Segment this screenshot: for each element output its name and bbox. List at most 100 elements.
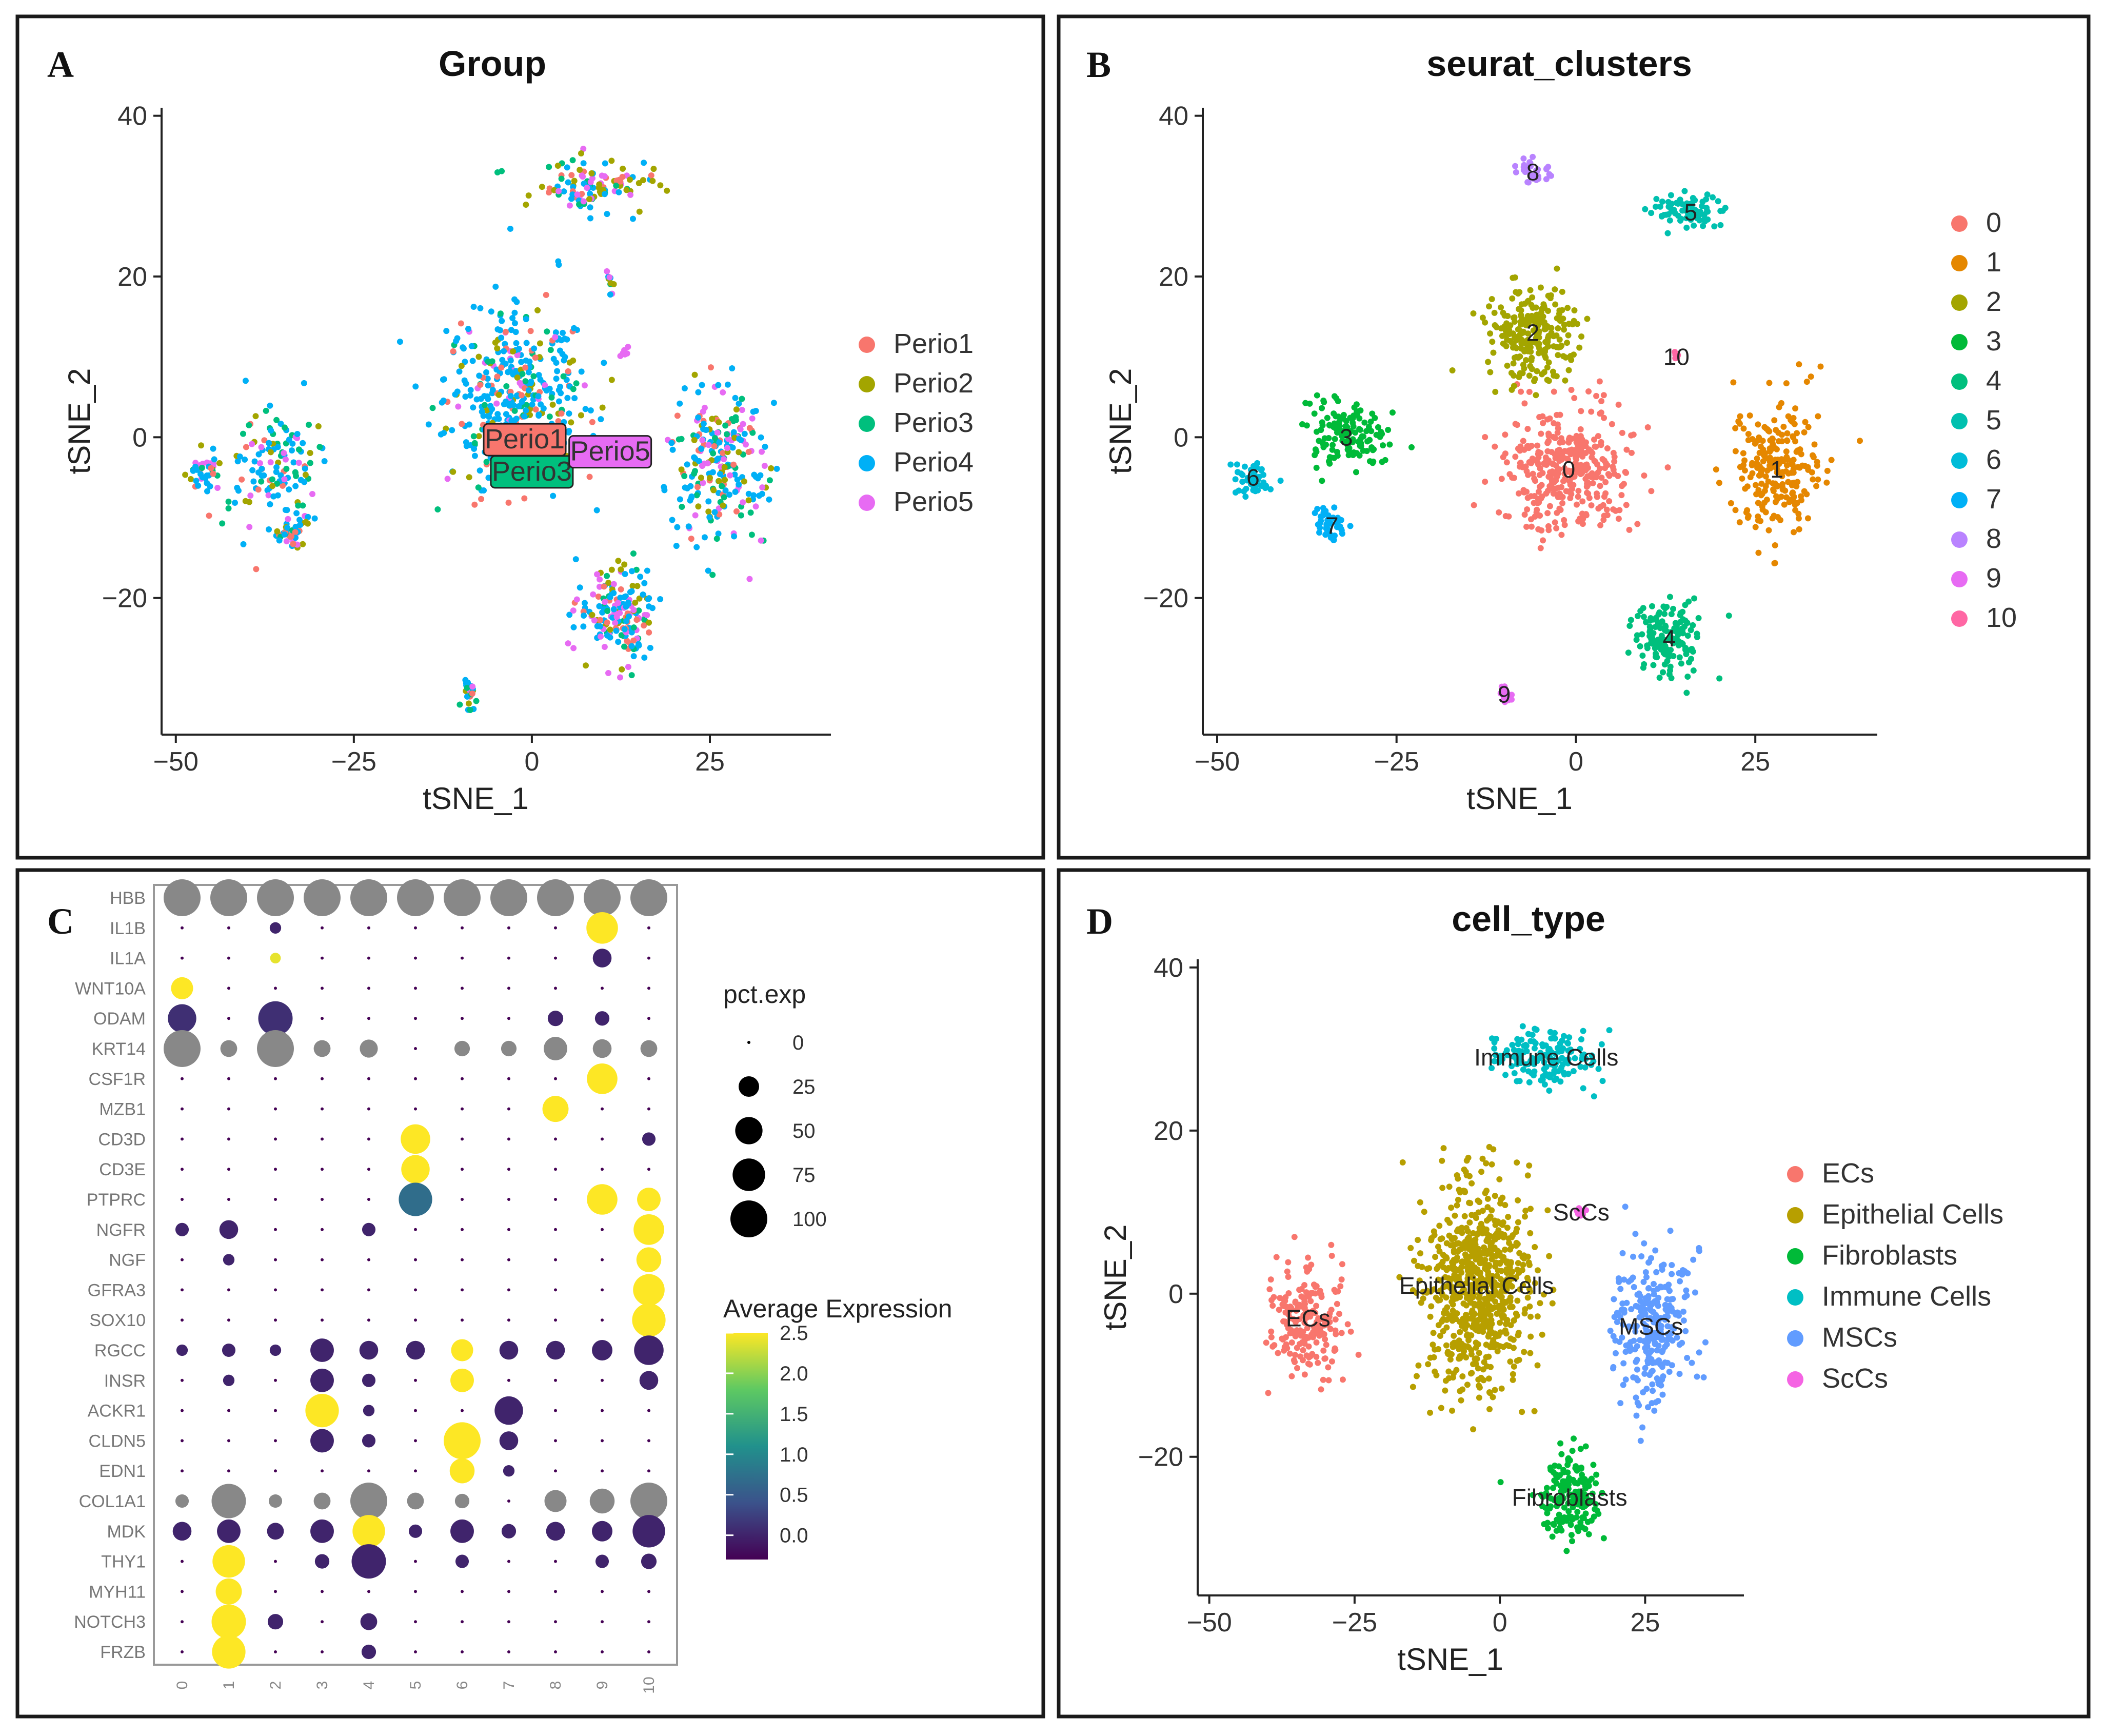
panel-d-y-tick-label: 0 [1168,1279,1183,1309]
panel-d-point [1497,1252,1504,1259]
panel-a-point [641,160,647,166]
panel-c-dot [181,1288,184,1292]
panel-a-point [211,456,217,463]
panel-a-point [250,478,257,485]
panel-c-dot [461,1620,464,1624]
panel-d-point [1525,1068,1532,1075]
panel-b-point [1578,333,1585,340]
panel-b-point [1732,507,1739,514]
panel-d-point [1638,1253,1645,1260]
panel-c-dot [367,1137,370,1141]
panel-b-point [1326,460,1333,467]
panel-b-point [1652,624,1659,630]
panel-b-point [1780,423,1787,430]
panel-b-point [1545,457,1552,464]
panel-c-dot [586,912,618,944]
panel-a-point [604,632,610,639]
panel-d-point [1664,1359,1671,1366]
panel-a-point [261,437,268,444]
panel-c-gene-label: THY1 [101,1552,146,1572]
panel-b-point [1804,464,1811,470]
panel-d-point [1621,1276,1627,1283]
panel-b-point [1759,503,1765,510]
panel-c-dot [181,1469,184,1473]
panel-a-point [568,419,574,426]
panel-b-point [1627,617,1634,623]
panel-b-point [1766,448,1773,455]
panel-d-point [1396,1274,1403,1280]
panel-a-point [253,566,260,573]
panel-b-point [1500,340,1506,347]
panel-b-point [1373,431,1380,438]
panel-c-gene-label: EDN1 [99,1462,146,1481]
panel-b-point [1761,487,1768,494]
panel-b-point [1619,483,1625,489]
panel-a-point [530,373,537,380]
panel-d-point [1641,1370,1648,1377]
panel-b-point [1681,188,1688,194]
panel-d-point [1531,1068,1538,1075]
panel-b-point [1758,471,1764,478]
panel-d-point [1569,1448,1576,1454]
panel-d-point [1514,1159,1520,1166]
panel-d-point [1304,1325,1311,1331]
panel-d-point [1503,1342,1510,1349]
panel-b-point [1547,292,1554,299]
panel-b-point [1626,623,1633,629]
panel-d-point [1598,1041,1605,1048]
panel-d-point [1539,1331,1545,1338]
panel-d-point [1292,1352,1298,1358]
panel-b-legend-label: 5 [1986,405,2001,436]
panel-a-point [613,627,620,634]
panel-d-point [1458,1323,1465,1329]
panel-a-point [613,182,620,189]
panel-c-dot [367,956,370,960]
panel-b-point [1646,628,1653,635]
panel-a-point [261,472,267,479]
panel-d-point [1649,1368,1656,1374]
panel-d-point [1640,1278,1647,1285]
panel-a-point [695,503,702,510]
panel-a-point [522,364,529,371]
panel-d-point [1291,1234,1298,1240]
panel-b-point [1676,654,1683,661]
panel-a-point [514,374,521,381]
panel-d-point [1471,1239,1478,1246]
panel-a-point [709,416,716,422]
panel-a-point [550,492,557,499]
panel-a-point [623,603,629,610]
panel-b-point [1577,433,1584,440]
panel-b-point [1346,445,1353,451]
panel-d-point [1285,1273,1292,1280]
panel-b-point [1316,529,1323,536]
panel-c-dot [642,1132,656,1146]
panel-c-dot [444,1422,481,1459]
panel-b-point [1517,353,1523,360]
panel-d-point [1263,1339,1269,1346]
panel-b-point [1550,485,1556,492]
panel-d-point [1631,1337,1637,1344]
panel-d-point [1337,1283,1344,1290]
panel-d-point [1515,1197,1521,1204]
panel-b-point [1528,357,1535,364]
panel-b-point [1679,201,1686,208]
panel-a-point [513,392,520,399]
panel-d-point [1288,1373,1295,1379]
panel-b-point [1757,443,1764,450]
panel-d-point [1519,1409,1525,1415]
panel-b-legend-label: 3 [1986,326,2001,357]
panel-a-point [748,531,755,538]
panel-d-point [1424,1288,1431,1294]
panel-b-point [1559,288,1565,295]
panel-a-point [704,460,711,467]
panel-b-point [1334,524,1340,530]
panel-b-point [1255,477,1261,483]
panel-b-point [1805,424,1812,430]
panel-c-dot [362,1434,376,1448]
panel-a-point [661,484,667,490]
panel-b-point [1803,379,1810,385]
panel-d-point [1545,1525,1552,1532]
panel-b-point [1683,207,1690,214]
panel-d-point [1435,1244,1441,1250]
panel-d-point [1582,1526,1589,1532]
